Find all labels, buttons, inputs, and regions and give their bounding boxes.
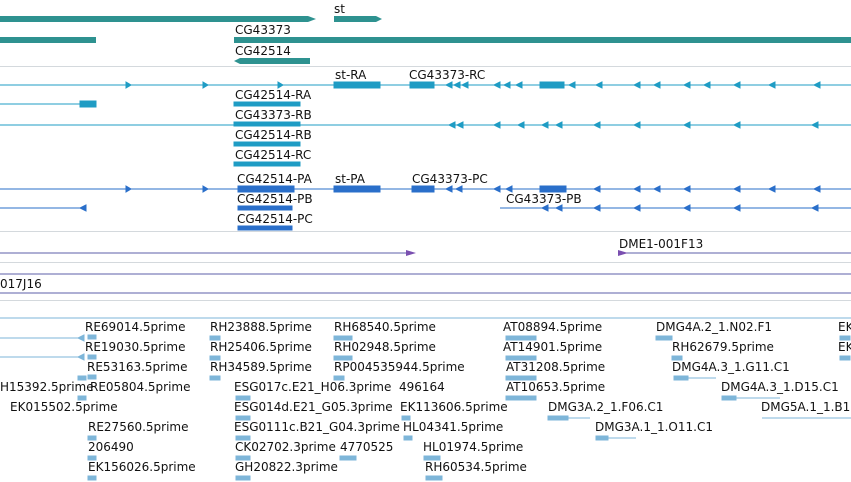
est-label[interactable]: GH20822.3prime xyxy=(235,460,338,474)
est-label[interactable]: EK xyxy=(838,320,851,334)
protein-label-cg43373-pb[interactable]: CG43373-PB xyxy=(506,192,582,206)
est-label[interactable]: RE05804.5prime xyxy=(90,380,191,394)
gene-label-st[interactable]: st xyxy=(334,2,345,16)
exon-cluster xyxy=(444,81,821,89)
clone-end-marker xyxy=(406,250,416,256)
gene-st xyxy=(334,16,382,22)
exon-marker xyxy=(277,81,284,89)
est-label[interactable]: EK156026.5prime xyxy=(88,460,196,474)
est-label[interactable]: RH62679.5prime xyxy=(672,340,774,354)
est-label[interactable]: RE53163.5prime xyxy=(87,360,188,374)
est-label[interactable]: RH23888.5prime xyxy=(210,320,312,334)
transcript-cg43373-rb xyxy=(233,121,301,127)
est-label[interactable]: DMG3A.1_1.O11.C1 xyxy=(595,420,713,434)
est-label[interactable]: RH60534.5prime xyxy=(425,460,527,474)
transcript-left-exon xyxy=(79,100,97,108)
protein-cg43373-pc xyxy=(411,185,435,193)
transcript-cg43373-rc xyxy=(409,81,435,89)
est-label[interactable]: RH34589.5prime xyxy=(210,360,312,374)
protein-left-end xyxy=(78,204,87,212)
exon-marker xyxy=(202,81,209,89)
est-label[interactable]: EK015502.5prime xyxy=(10,400,118,414)
exon-marker xyxy=(125,185,132,193)
est-label[interactable]: 206490 xyxy=(88,440,134,454)
clone-dme1-start xyxy=(618,250,628,256)
protein-cg42514-pb xyxy=(237,205,293,211)
transcript-label-cg43373-rc[interactable]: CG43373-RC xyxy=(409,68,486,82)
est-label[interactable]: DMG5A.1_1.B1 xyxy=(761,400,851,414)
transcript-st-ra xyxy=(333,81,381,89)
est-label[interactable]: HL04341.5prime xyxy=(403,420,504,434)
transcript-label-cg42514-rb[interactable]: CG42514-RB xyxy=(235,128,312,142)
exon-cluster xyxy=(540,204,819,212)
est-track xyxy=(0,317,851,481)
protein-cg42514-pa xyxy=(237,185,295,193)
gene-span xyxy=(0,37,96,43)
track-separator xyxy=(0,231,851,232)
est-label[interactable]: EK xyxy=(838,340,851,354)
est-label[interactable]: DMG4A.2_1.N02.F1 xyxy=(656,320,773,334)
track-separator xyxy=(0,262,851,263)
est-label[interactable]: RH25406.5prime xyxy=(210,340,312,354)
protein-label-st-pa[interactable]: st-PA xyxy=(335,172,365,186)
exon-cluster xyxy=(447,121,819,129)
transcript-cg42514-rb xyxy=(233,141,301,147)
est-label[interactable]: EK113606.5prime xyxy=(400,400,508,414)
transcript-label-cg42514-ra[interactable]: CG42514-RA xyxy=(235,88,312,102)
est-label[interactable]: RH02948.5prime xyxy=(334,340,436,354)
est-label[interactable]: H15392.5prime xyxy=(0,380,94,394)
clone-label-dme1[interactable]: DME1-001F13 xyxy=(619,237,704,251)
clone-label-017j16[interactable]: 017J16 xyxy=(0,277,42,291)
track-separator xyxy=(0,66,851,67)
protein-label-cg42514-pa[interactable]: CG42514-PA xyxy=(237,172,312,186)
protein-track xyxy=(0,185,851,231)
clone-track xyxy=(0,250,851,294)
est-label[interactable]: HL01974.5prime xyxy=(423,440,524,454)
est-label[interactable]: RH68540.5prime xyxy=(334,320,436,334)
gene-track xyxy=(0,16,851,64)
est-label[interactable]: RP004535944.5prime xyxy=(334,360,465,374)
est-label[interactable]: ESG014d.E21_G05.3prime xyxy=(234,400,393,414)
transcript-cg42514-rc xyxy=(233,161,301,167)
gene-span xyxy=(0,16,316,22)
est-label[interactable]: RE19030.5prime xyxy=(85,340,186,354)
protein-label-cg42514-pb[interactable]: CG42514-PB xyxy=(237,192,313,206)
gene-label-cg42514[interactable]: CG42514 xyxy=(235,44,291,58)
exon-marker xyxy=(125,81,132,89)
est-label[interactable]: AT14901.5prime xyxy=(503,340,603,354)
transcript-label-st-ra[interactable]: st-RA xyxy=(335,68,367,82)
est-label[interactable]: ESG017c.E21_H06.3prime xyxy=(234,380,392,394)
est-label[interactable]: AT10653.5prime xyxy=(506,380,606,394)
protein-st-pa xyxy=(333,185,381,193)
est-label[interactable]: DMG3A.2_1.F06.C1 xyxy=(548,400,664,414)
est-label[interactable]: AT31208.5prime xyxy=(506,360,606,374)
exon-cluster xyxy=(444,185,821,193)
gene-label-cg43373[interactable]: CG43373 xyxy=(235,23,291,37)
track-separator xyxy=(0,300,851,301)
gene-cg42514 xyxy=(234,58,310,64)
est-label[interactable]: RE69014.5prime xyxy=(85,320,186,334)
est-label[interactable]: 496164 xyxy=(399,380,445,394)
transcript-cg42514-ra xyxy=(233,101,301,107)
est-label[interactable]: 4770525 xyxy=(340,440,394,454)
est-label[interactable]: CK02702.3prime xyxy=(235,440,336,454)
protein-label-cg42514-pc[interactable]: CG42514-PC xyxy=(237,212,313,226)
transcript-label-cg43373-rb[interactable]: CG43373-RB xyxy=(235,108,312,122)
est-label[interactable]: DMG4A.3_1.D15.C1 xyxy=(721,380,839,394)
protein-cg42514-pc xyxy=(237,225,293,231)
transcript-track xyxy=(0,81,851,167)
est-label[interactable]: RE27560.5prime xyxy=(88,420,189,434)
exon-marker xyxy=(202,185,209,193)
est-label[interactable]: AT08894.5prime xyxy=(503,320,603,334)
transcript-label-cg42514-rc[interactable]: CG42514-RC xyxy=(235,148,312,162)
est-label[interactable]: ESG0111c.B21_G04.3prime xyxy=(234,420,400,434)
protein-label-cg43373-pc[interactable]: CG43373-PC xyxy=(412,172,488,186)
gene-cg43373 xyxy=(234,37,851,43)
est-label[interactable]: DMG4A.3_1.G11.C1 xyxy=(672,360,790,374)
